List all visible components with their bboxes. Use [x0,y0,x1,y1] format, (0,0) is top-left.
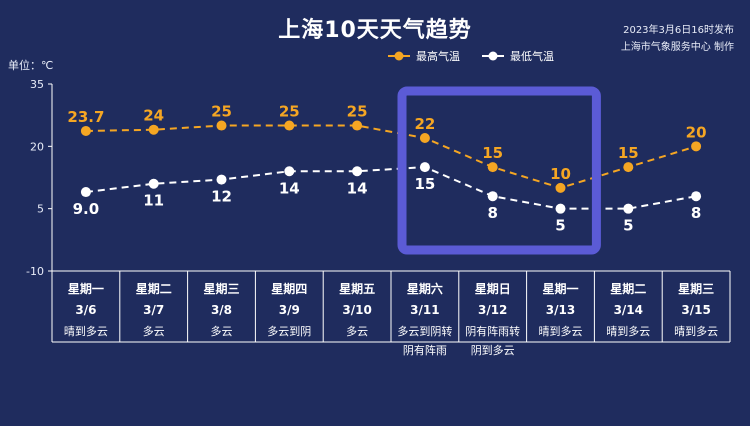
weather-label: 晴到多云 [64,324,108,338]
high-temp-point [419,133,430,144]
high-temp-label: 20 [686,123,707,141]
high-temp-point [623,162,634,173]
y-tick-label: 20 [30,140,44,153]
legend-item-low: 最低气温 [482,48,554,64]
weather-label: 多云 [143,324,165,338]
weekday-label: 星期一 [68,281,104,296]
low-temp-label: 14 [279,179,300,197]
weekday-label: 星期二 [136,281,172,296]
date-label: 3/6 [75,303,96,317]
weather-label: 晴到多云 [674,324,718,338]
weekday-label: 星期五 [339,281,375,296]
legend-low-label: 最低气温 [510,50,554,63]
high-temp-label: 15 [618,144,639,162]
weekday-label: 星期三 [203,281,239,296]
low-temp-point [148,178,159,189]
weather-label: 阴到多云 [471,343,515,357]
weekday-label: 星期三 [678,281,714,296]
date-label: 3/9 [279,303,300,317]
publisher: 上海市气象服务中心 制作 [620,42,734,53]
chart-title: 上海10天天气趋势 [278,18,472,43]
low-temp-point [419,162,430,173]
high-temp-label: 24 [143,107,164,125]
low-temp-label: 11 [143,192,164,210]
legend-high-label: 最高气温 [416,50,460,63]
high-temp-label: 10 [550,165,571,183]
low-temp-label: 9.0 [73,200,100,218]
weather-label: 晴到多云 [606,324,650,338]
date-label: 3/11 [410,303,439,317]
high-temp-point [555,182,566,193]
low-temp-label: 5 [623,217,633,235]
legend-item-high: 最高气温 [388,48,460,64]
highlight-box [397,86,601,255]
legend-high-marker-icon [388,51,410,61]
high-temp-point [148,124,159,135]
y-tick-label: 5 [37,203,44,216]
low-temp-point [284,166,295,177]
y-tick-label: 35 [30,78,44,91]
legend-low-marker-icon [482,51,504,61]
weather-label: 阴有阵雨 [403,343,447,357]
weekday-label: 星期四 [271,281,307,296]
weekday-label: 星期二 [610,281,646,296]
high-temp-label: 15 [482,144,503,162]
high-temp-point [691,141,702,152]
legend: 最高气温 最低气温 [388,48,576,64]
low-temp-label: 14 [347,179,368,197]
weather-label: 多云到阴转 [397,324,452,338]
publish-time: 2023年3月6日16时发布 [623,25,734,36]
low-temp-point [623,203,634,214]
weekday-label: 星期日 [475,281,511,296]
low-temp-label: 8 [691,204,701,222]
y-tick-label: -10 [26,265,44,278]
low-temp-label: 5 [555,217,565,235]
weather-label: 阴有阵雨转 [465,324,520,338]
weather-label: 多云 [346,324,368,338]
high-temp-line [85,124,697,189]
publish-info: 2023年3月6日16时发布 上海市气象服务中心 制作 [621,22,734,56]
high-temp-point [216,120,227,131]
date-label: 3/14 [614,303,643,317]
low-temp-point [352,166,363,177]
low-temp-point [691,191,702,202]
high-temp-point [80,125,91,136]
low-temp-point [216,174,227,185]
weather-label: 多云到阴 [267,324,311,338]
weekday-label: 星期六 [407,281,443,296]
weekday-label: 星期一 [542,281,578,296]
y-axis-unit: 单位：℃ [8,59,54,72]
high-temp-label: 25 [279,103,300,121]
low-temp-point [80,187,91,198]
high-temp-label: 22 [414,115,435,133]
high-temp-label: 23.7 [67,108,104,126]
low-temp-point [487,191,498,202]
low-temp-label: 12 [211,188,232,206]
low-temp-label: 8 [487,204,497,222]
low-temp-point [555,203,566,214]
low-temp-label: 15 [414,175,435,193]
weather-label: 晴到多云 [539,324,583,338]
date-label: 3/12 [478,303,507,317]
date-label: 3/10 [342,303,371,317]
date-label: 3/8 [211,303,232,317]
date-label: 3/7 [143,303,164,317]
date-label: 3/15 [681,303,710,317]
date-label: 3/13 [546,303,575,317]
high-temp-point [487,162,498,173]
high-temp-label: 25 [211,103,232,121]
high-temp-point [284,120,295,131]
weather-label: 多云 [211,324,233,338]
high-temp-label: 25 [347,103,368,121]
high-temp-point [352,120,363,131]
